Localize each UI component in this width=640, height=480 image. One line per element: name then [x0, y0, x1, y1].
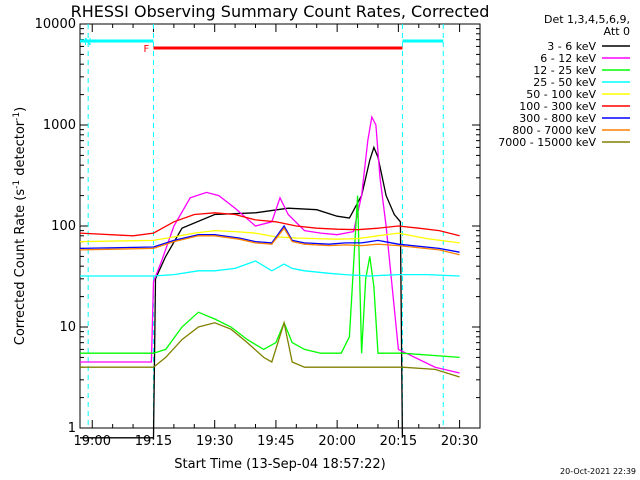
- legend-label: 7000 - 15000 keV: [498, 136, 596, 149]
- y-axis-label: Corrected Count Rate (s-1 detector-1): [12, 107, 28, 345]
- y-tick-labels: 1 10 100 1000 10000: [35, 17, 76, 436]
- legend-header-line2: Att 0: [604, 25, 630, 38]
- series-line: [79, 227, 460, 256]
- legend-label: 100 - 300 keV: [519, 100, 596, 113]
- flag-label: N: [84, 37, 91, 48]
- series-lines: [79, 114, 460, 439]
- flag-label: F: [143, 44, 149, 55]
- flag-bars: FN: [80, 37, 444, 55]
- y-tick-label: 100: [51, 219, 76, 234]
- legend-label: 25 - 50 keV: [533, 76, 596, 89]
- chart-title: RHESSI Observing Summary Count Rates, Co…: [71, 2, 490, 21]
- x-tick-label: 20:15: [380, 434, 417, 449]
- x-tick-label: 19:00: [74, 434, 111, 449]
- x-tick-label: 19:15: [135, 434, 172, 449]
- x-tick-label: 20:30: [441, 434, 478, 449]
- series-line: [79, 212, 460, 237]
- x-axis-label: Start Time (13-Sep-04 18:57:22): [174, 457, 385, 472]
- legend-label: 800 - 7000 keV: [512, 124, 596, 137]
- y-tick-label: 10: [59, 320, 76, 335]
- series-line: [80, 145, 404, 439]
- x-tick-label: 19:45: [257, 434, 294, 449]
- x-tick-label: 19:30: [196, 434, 233, 449]
- legend-label: 3 - 6 keV: [547, 40, 596, 53]
- y-tick-label: 1: [68, 421, 76, 436]
- x-tick-labels: 19:00 19:15 19:30 19:45 20:00 20:15 20:30: [74, 434, 479, 449]
- series-line: [79, 229, 460, 244]
- series-line: [80, 320, 460, 378]
- series-line: [79, 224, 460, 253]
- legend-label: 50 - 100 keV: [526, 88, 596, 101]
- y-tick-label: 10000: [35, 17, 76, 32]
- x-tick-label: 20:00: [318, 434, 355, 449]
- y-tick-label: 1000: [43, 118, 76, 133]
- series-line: [80, 195, 460, 359]
- series-line: [80, 260, 460, 277]
- legend-header-line1: Det 1,3,4,5,6,9,: [544, 13, 630, 26]
- footer-timestamp: 20-Oct-2021 22:39: [560, 467, 636, 476]
- legend-label: 12 - 25 keV: [533, 64, 596, 77]
- legend-label: 300 - 800 keV: [519, 112, 596, 125]
- legend-label: 6 - 12 keV: [540, 52, 596, 65]
